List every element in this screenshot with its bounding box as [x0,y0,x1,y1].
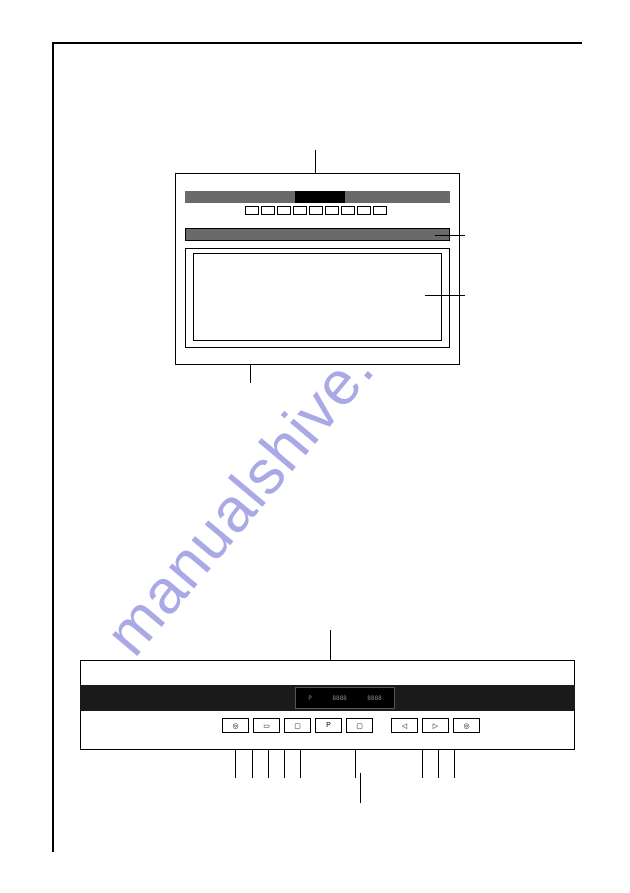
oven-button [341,206,355,215]
leader-line [252,750,253,778]
oven-display [295,191,345,203]
oven-front-diagram [175,173,460,365]
leader-line [355,750,356,778]
oven-button [357,206,371,215]
panel-button: ◎ [453,718,480,733]
oven-button [245,206,259,215]
leader-line [438,750,439,778]
oven-button [261,206,275,215]
panel-button: ◎ [222,718,249,733]
panel-button: ▢ [346,718,373,733]
leader-line [315,150,316,173]
display-segment: 8888 [367,695,381,702]
oven-door-glass [193,253,442,341]
leader-line [268,750,269,778]
leader-line [250,365,251,383]
leader-line [284,750,285,778]
oven-button [373,206,387,215]
leader-line [454,750,455,778]
panel-button: ▷ [422,718,449,733]
leader-line [330,630,331,660]
leader-line [360,773,361,803]
oven-button [293,206,307,215]
panel-button: ◁ [391,718,418,733]
panel-button: P [315,718,342,733]
oven-button [325,206,339,215]
panel-button: ▭ [253,718,280,733]
leader-line [422,750,423,778]
leader-line [435,235,465,236]
panel-button-row: ◎ ▭ ▢ P ▢ ◁ ▷ ◎ [222,718,480,733]
leader-line [425,295,465,296]
panel-button: ▢ [284,718,311,733]
oven-button [277,206,291,215]
display-segment: 8888 [332,695,346,702]
panel-display: P 8888 8888 [295,687,395,709]
oven-handle [185,228,450,241]
oven-button [309,206,323,215]
control-panel-diagram: P 8888 8888 ◎ ▭ ▢ P ▢ ◁ ▷ ◎ [80,660,575,750]
leader-line [300,750,301,778]
display-segment: P [308,695,312,702]
oven-button-row [245,206,387,215]
leader-line [235,750,236,778]
